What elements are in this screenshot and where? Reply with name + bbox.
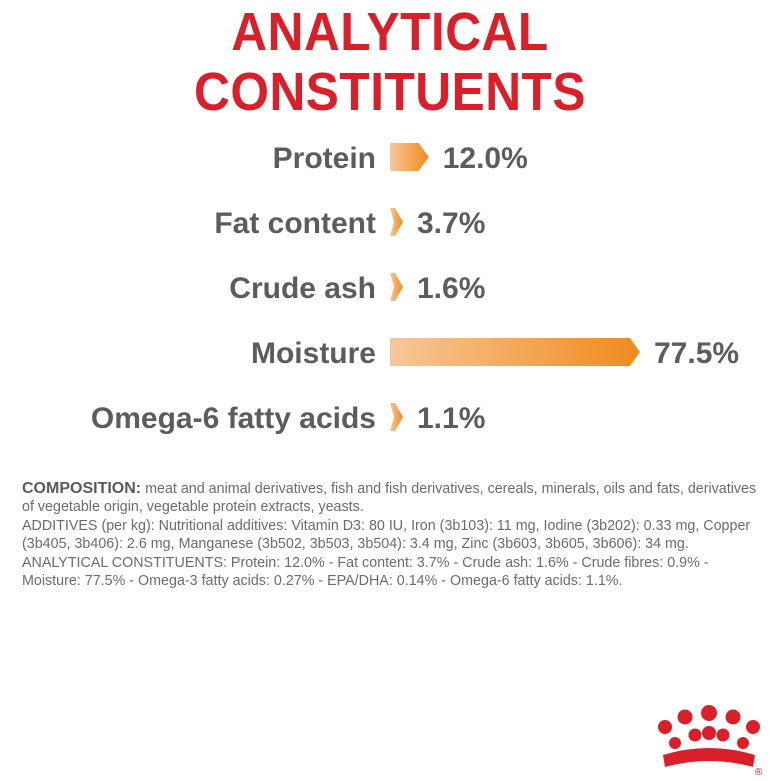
bar-chart: Protein 12.0% Fat content 3.7% Crude ash 1.6%… bbox=[91, 142, 739, 435]
crown-icon: ® bbox=[658, 705, 763, 777]
category-label: Omega-6 fatty acids bbox=[91, 402, 376, 435]
bar bbox=[390, 403, 403, 431]
data-label: 3.7% bbox=[417, 207, 485, 240]
additives-text: ADDITIVES (per kg): Nutritional additive… bbox=[22, 517, 751, 553]
data-label: 1.1% bbox=[417, 402, 485, 435]
crown-dot bbox=[716, 728, 730, 742]
bar bbox=[390, 338, 640, 366]
crown-band bbox=[663, 748, 755, 767]
category-label: Moisture bbox=[251, 337, 376, 370]
crown-dot bbox=[677, 709, 693, 725]
bar bbox=[390, 143, 429, 171]
page-title: ANALYTICAL CONSTITUENTS bbox=[194, 2, 586, 122]
data-label: 77.5% bbox=[654, 337, 739, 370]
data-label: 12.0% bbox=[443, 142, 528, 175]
category-label: Protein bbox=[273, 142, 376, 175]
crown-dot bbox=[701, 705, 717, 721]
analytical-constituents-text: ANALYTICAL CONSTITUENTS: Protein: 12.0% … bbox=[22, 554, 709, 590]
crown-dot bbox=[702, 726, 716, 740]
crown-dot bbox=[658, 720, 672, 734]
composition-block: COMPOSITION: meat and animal derivatives… bbox=[22, 480, 762, 590]
composition-heading: COMPOSITION: bbox=[22, 480, 142, 497]
registered-mark: ® bbox=[755, 767, 763, 777]
crown-dot bbox=[669, 737, 681, 749]
crown-dot bbox=[737, 737, 749, 749]
bar bbox=[390, 208, 403, 236]
composition-text: meat and animal derivatives, fish and fi… bbox=[22, 481, 757, 516]
crown-dot bbox=[725, 709, 741, 725]
crown-dot bbox=[688, 728, 702, 742]
composition-paragraph: COMPOSITION: meat and animal derivatives… bbox=[22, 480, 762, 517]
crown-dot bbox=[746, 720, 760, 734]
bar bbox=[390, 273, 403, 301]
category-label: Fat content bbox=[214, 207, 376, 240]
category-label: Crude ash bbox=[229, 272, 376, 305]
data-label: 1.6% bbox=[417, 272, 485, 305]
